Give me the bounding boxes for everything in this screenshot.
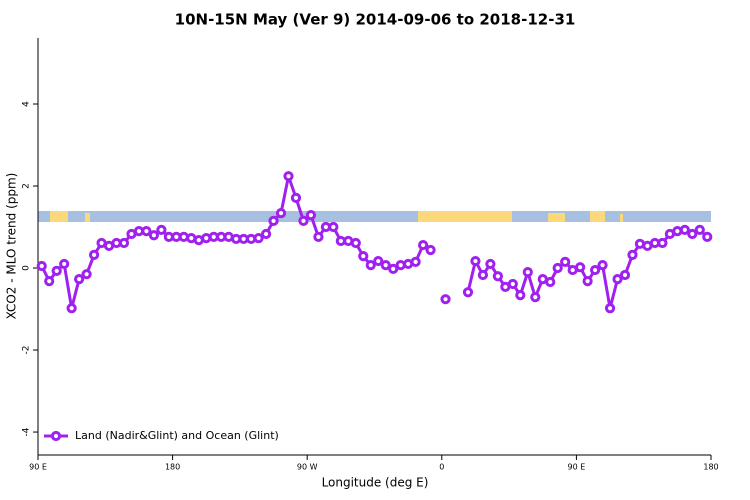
data-point [470, 255, 481, 267]
y-tick-label: 4 [22, 101, 32, 107]
data-point [560, 256, 571, 267]
data-point [66, 303, 77, 314]
data-point [485, 258, 496, 270]
data-point [59, 258, 70, 270]
data-point [395, 260, 406, 271]
data-point [373, 255, 384, 267]
data-point [410, 256, 421, 267]
data-point [350, 237, 361, 249]
data-point [118, 237, 130, 249]
data-point [283, 171, 294, 182]
data-point [148, 230, 160, 241]
x-tick-label: 180 [703, 463, 718, 472]
land-ocean-strip [38, 211, 711, 222]
data-point [604, 303, 616, 314]
data-point [253, 232, 264, 244]
data-point [522, 267, 533, 278]
data-point [305, 210, 317, 221]
data-point [657, 237, 668, 249]
data-point [597, 260, 608, 271]
data-point [462, 287, 474, 298]
data-point [694, 224, 705, 235]
y-tick-label: 0 [22, 265, 32, 271]
x-tick-label: 0 [439, 463, 444, 472]
data-point [358, 251, 369, 262]
data-point [44, 276, 55, 287]
data-point [178, 231, 189, 242]
data-point [589, 264, 601, 276]
data-point [81, 269, 92, 280]
data-point [51, 265, 62, 276]
series-line [40, 170, 709, 309]
data-point [440, 294, 451, 305]
data-point [612, 273, 623, 285]
data-point [298, 215, 309, 226]
data-point [545, 276, 556, 288]
data-point [313, 231, 324, 242]
data-point [687, 228, 698, 240]
data-point [619, 269, 631, 281]
data-point [418, 239, 429, 251]
x-axis-label: Longitude (deg E) [322, 476, 429, 490]
data-point [290, 192, 302, 204]
data-point [672, 226, 683, 237]
data-point [275, 207, 287, 219]
x-tick-label: 90 E [29, 463, 47, 472]
data-point [74, 273, 85, 285]
data-point [627, 249, 638, 261]
data-point [552, 262, 563, 274]
data-point [260, 228, 272, 240]
data-point [425, 244, 436, 256]
data-point [365, 260, 376, 271]
x-tick-label: 90 E [568, 463, 586, 472]
x-tick-label: 90 W [297, 463, 318, 472]
data-point [575, 262, 586, 273]
data-point [477, 269, 489, 281]
data-point [702, 231, 713, 242]
legend-label: Land (Nadir&Glint) and Ocean (Glint) [75, 429, 279, 442]
data-point [507, 278, 518, 290]
data-point [36, 260, 47, 272]
data-point [388, 263, 399, 274]
data-point [201, 232, 212, 244]
legend-swatch-point [50, 430, 62, 442]
chart-title: 10N-15N May (Ver 9) 2014-09-06 to 2018-1… [175, 11, 576, 29]
data-point [380, 260, 391, 271]
data-point [141, 226, 152, 237]
data-point [582, 276, 593, 287]
y-axis-label: XCO2 - MLO trend (ppm) [5, 173, 19, 320]
data-point [268, 215, 279, 226]
data-point [679, 224, 690, 235]
data-point [88, 249, 100, 261]
data-point [515, 289, 526, 301]
data-point [328, 221, 339, 233]
y-tick-label: -4 [22, 427, 32, 436]
x-tick-label: 180 [165, 463, 180, 472]
y-tick-label: 2 [22, 183, 32, 189]
data-point [530, 292, 541, 303]
y-tick-label: -2 [22, 346, 32, 355]
data-point [492, 271, 503, 282]
data-point [156, 224, 167, 235]
